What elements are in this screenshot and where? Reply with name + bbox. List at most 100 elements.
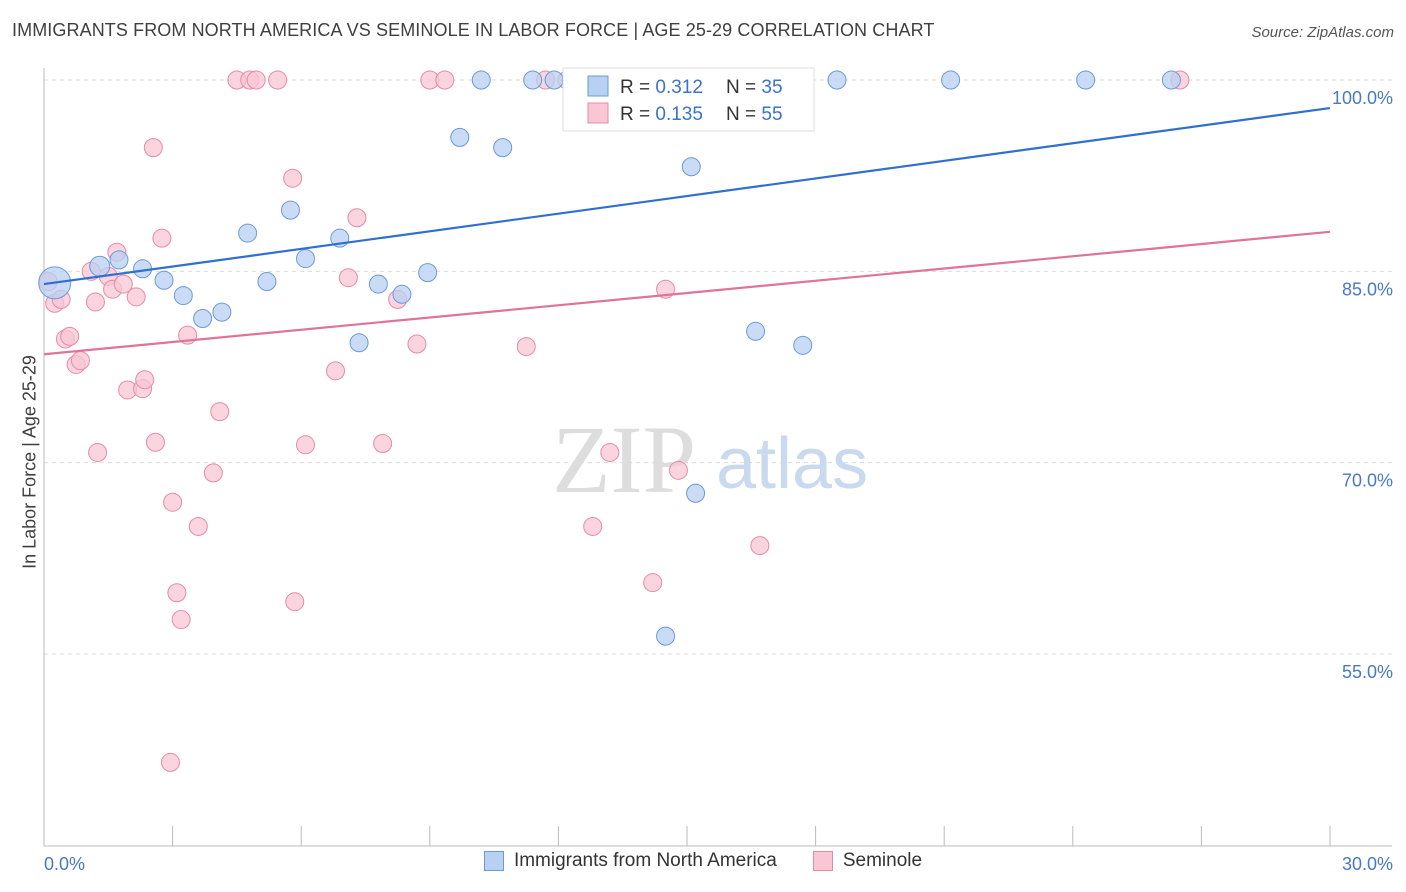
stats-legend: R = 0.312 N = 35 R = 0.135 N = 55 — [562, 67, 815, 132]
immigrants-point — [193, 309, 213, 329]
seminole-point — [373, 434, 393, 454]
chart-title: IMMIGRANTS FROM NORTH AMERICA VS SEMINOL… — [12, 20, 935, 40]
seminole-point — [407, 334, 427, 354]
trend-lines — [43, 106, 1331, 356]
seminole-point — [126, 287, 146, 307]
legend-n-label: N = — [726, 77, 761, 98]
legend-row-pink: R = 0.135 N = 55 — [620, 104, 783, 125]
seminole-trend-line — [43, 230, 1331, 356]
x-tick-label: 0.0% — [44, 854, 85, 874]
legend-n-label: N = — [726, 104, 761, 125]
immigrants-point — [173, 286, 193, 306]
seminole-point — [338, 268, 358, 288]
seminole-point — [295, 435, 315, 455]
seminole-point — [668, 460, 688, 480]
y-tick-label: 70.0% — [1342, 471, 1393, 491]
immigrants-point — [212, 302, 232, 322]
immigrants-point — [793, 335, 813, 355]
immigrants-point — [681, 157, 701, 177]
legend-n-value: 35 — [761, 77, 782, 98]
seminole-point — [188, 516, 208, 536]
seminole-point — [160, 752, 180, 772]
legend-swatch-blue — [483, 851, 504, 871]
immigrants-point — [941, 70, 961, 90]
immigrants-point — [89, 255, 111, 277]
legend-label: Seminole — [842, 850, 923, 871]
source-label: Source: ZipAtlas.com — [1251, 24, 1394, 41]
legend-r-value: 0.135 — [655, 104, 703, 125]
immigrants-point — [686, 483, 706, 503]
immigrants-point — [349, 333, 369, 353]
legend-swatch-blue — [587, 75, 609, 97]
immigrants-point — [295, 249, 315, 269]
legend-label: Immigrants from North America — [513, 850, 777, 871]
watermark-atlas: atlas — [716, 424, 868, 504]
immigrants-point — [746, 321, 766, 341]
seminole-point — [750, 536, 770, 556]
immigrants-point — [450, 127, 470, 147]
seminole-point — [268, 70, 288, 90]
seminole-point — [203, 463, 223, 483]
y-tick-label: 55.0% — [1342, 662, 1393, 682]
legend-row-blue: R = 0.312 N = 35 — [620, 77, 783, 98]
seminole-point — [325, 361, 345, 381]
immigrants-point — [280, 200, 300, 220]
seminole-point — [88, 442, 108, 462]
seminole-point — [85, 292, 105, 312]
legend-item-seminole[interactable]: Seminole — [812, 850, 923, 872]
immigrants-points — [38, 70, 1181, 646]
immigrants-point — [154, 270, 174, 290]
immigrants-point — [368, 274, 388, 294]
legend-n-value: 55 — [761, 104, 782, 125]
seminole-point — [283, 168, 303, 188]
watermark: ZIP atlas — [552, 406, 868, 513]
immigrants-point — [1161, 70, 1181, 90]
seminole-point — [285, 592, 305, 612]
seminole-point — [145, 432, 165, 452]
seminole-point — [143, 138, 163, 158]
immigrants-point — [656, 626, 676, 646]
tick-labels: 100.0% 85.0% 70.0% 55.0% 0.0% 30.0% — [44, 88, 1393, 874]
immigrants-point — [523, 70, 543, 90]
y-tick-label: 85.0% — [1342, 279, 1393, 299]
immigrants-point — [257, 272, 277, 292]
immigrants-point — [544, 70, 564, 90]
seminole-point — [171, 610, 191, 630]
seminole-point — [435, 70, 455, 90]
immigrants-point — [418, 263, 438, 283]
x-tick-label: 30.0% — [1342, 854, 1393, 874]
seminole-point — [583, 516, 603, 536]
immigrants-point — [392, 284, 412, 304]
axes — [43, 68, 1392, 847]
immigrants-trend-line — [43, 106, 1331, 286]
immigrants-point — [238, 223, 258, 243]
immigrants-point — [1076, 70, 1096, 90]
seminole-point — [135, 370, 155, 390]
seminole-point — [113, 274, 133, 294]
seminole-point — [347, 208, 367, 228]
seminole-point — [70, 351, 90, 371]
legend-swatch-pink — [587, 102, 609, 124]
grid-lines — [44, 79, 1392, 655]
immigrants-point — [471, 70, 491, 90]
legend-item-immigrants[interactable]: Immigrants from North America — [483, 850, 777, 872]
watermark-zip: ZIP — [552, 406, 696, 513]
seminole-point — [516, 337, 536, 357]
legend-r-value: 0.312 — [655, 77, 703, 98]
legend-swatch-pink — [812, 851, 833, 871]
immigrants-point — [109, 250, 129, 270]
seminole-point — [210, 402, 230, 422]
seminole-point — [600, 442, 620, 462]
immigrants-point — [493, 138, 513, 158]
seminole-point — [60, 326, 80, 346]
legend-r-label: R = — [620, 77, 655, 98]
y-tick-label: 100.0% — [1332, 88, 1393, 108]
seminole-point — [167, 583, 187, 603]
seminole-point — [246, 70, 266, 90]
seminole-point — [163, 492, 183, 512]
series-legend: Immigrants from North America Seminole — [0, 850, 1406, 872]
seminole-point — [152, 228, 172, 248]
seminole-point — [643, 573, 663, 593]
legend-r-label: R = — [620, 104, 655, 125]
